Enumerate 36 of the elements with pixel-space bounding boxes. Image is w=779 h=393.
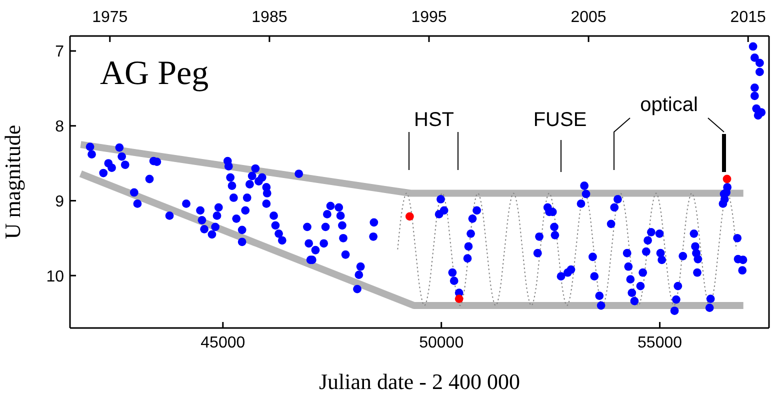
point xyxy=(454,294,464,303)
annotation: FUSE xyxy=(533,109,587,131)
point xyxy=(723,183,732,192)
text: AG Peg xyxy=(100,55,209,92)
y-axis-title: U magnitude xyxy=(0,124,25,240)
annotation: HST xyxy=(414,109,454,131)
point xyxy=(750,54,759,62)
x2-tick-label: 2005 xyxy=(570,9,606,26)
point xyxy=(706,294,715,303)
x2-tick-label: 2015 xyxy=(730,9,766,26)
y-tick-label: 8 xyxy=(55,118,64,136)
y-tick-label: 10 xyxy=(46,268,64,286)
x2-tick-label: 1995 xyxy=(411,9,447,26)
point xyxy=(750,83,759,92)
point xyxy=(733,234,742,242)
y-tick-label: 9 xyxy=(55,193,64,210)
point xyxy=(748,42,758,51)
point xyxy=(755,68,764,76)
point xyxy=(738,256,748,264)
y-tick-label: 7 xyxy=(55,44,64,61)
x2-tick-label: 1985 xyxy=(252,9,288,26)
point xyxy=(705,304,714,312)
point xyxy=(738,266,747,275)
annotation: optical xyxy=(640,94,698,116)
point xyxy=(694,254,702,264)
x-tick-label: 45000 xyxy=(200,334,246,352)
point xyxy=(722,174,732,184)
point xyxy=(750,92,759,100)
x-tick-label: 50000 xyxy=(419,334,464,352)
point xyxy=(720,195,729,204)
point xyxy=(405,212,414,221)
x-tick-label: 55000 xyxy=(638,334,682,352)
point xyxy=(693,268,702,277)
point xyxy=(755,58,764,68)
x-axis-title: Julian date - 2 400 000 xyxy=(318,369,520,393)
x2-tick-label: 1975 xyxy=(92,9,128,26)
